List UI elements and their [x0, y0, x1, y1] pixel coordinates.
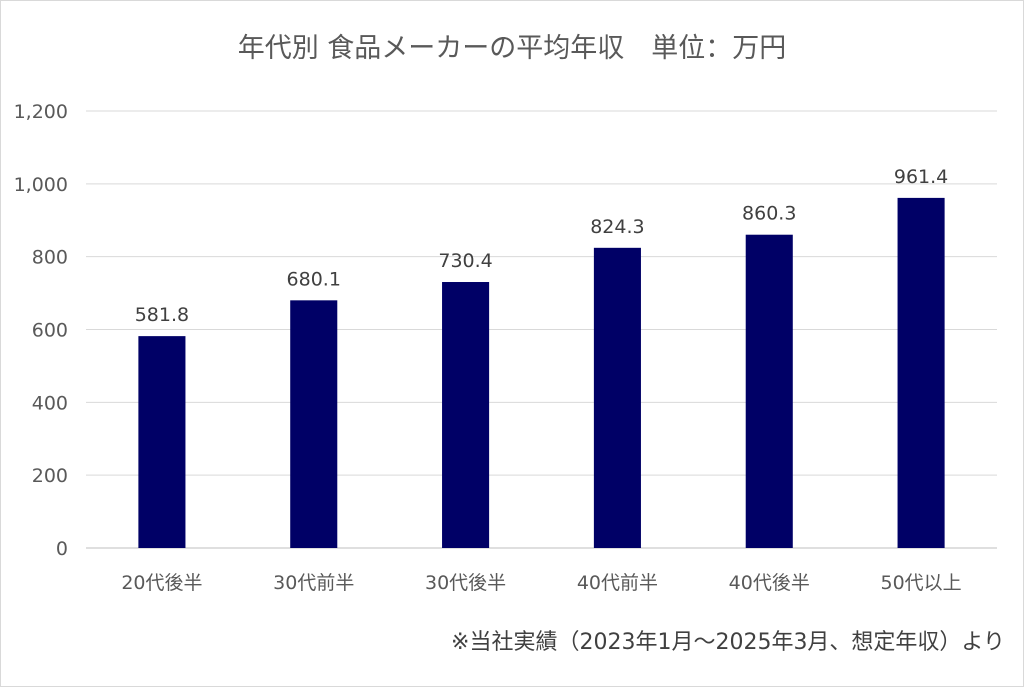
bar-40代後半 — [745, 234, 793, 549]
data-label-40代前半: 824.3 — [590, 216, 644, 238]
bar-20代後半 — [138, 336, 186, 548]
y-tick-label-800: 800 — [32, 247, 68, 269]
y-tick-label-200: 200 — [32, 465, 68, 487]
data-label-20代後半: 581.8 — [135, 304, 189, 326]
chart-title: 年代別 食品メーカーの平均年収 単位：万円 — [238, 33, 787, 64]
category-label-30代前半: 30代前半 — [273, 572, 354, 594]
data-labels: 581.8 680.1 730.4 824.3 860.3 961.4 — [135, 166, 949, 326]
y-tick-label-400: 400 — [32, 392, 68, 414]
data-label-30代後半: 730.4 — [438, 250, 492, 272]
x-axis-category-labels: 20代後半 30代前半 30代後半 40代前半 40代後半 50代以上 — [121, 572, 961, 594]
y-tick-label-1000: 1,000 — [14, 174, 68, 196]
y-axis-tick-labels: 0 200 400 600 800 1,000 1,200 — [14, 101, 68, 560]
footnote: ※当社実績（2023年1月～2025年3月、想定年収）より — [451, 630, 1005, 655]
category-label-40代前半: 40代前半 — [577, 572, 658, 594]
y-tick-label-600: 600 — [32, 320, 68, 342]
data-label-30代前半: 680.1 — [287, 268, 341, 290]
bar-30代後半 — [442, 282, 490, 548]
bar-40代前半 — [593, 247, 641, 548]
category-label-50代以上: 50代以上 — [880, 572, 961, 594]
gridlines — [86, 110, 997, 549]
data-label-50代以上: 961.4 — [894, 166, 948, 188]
category-label-40代後半: 40代後半 — [729, 572, 810, 594]
bars — [138, 197, 945, 549]
data-label-40代後半: 860.3 — [742, 203, 796, 225]
category-label-20代後半: 20代後半 — [121, 572, 202, 594]
y-tick-label-0: 0 — [56, 538, 68, 560]
bar-50代以上 — [897, 197, 945, 548]
y-tick-label-1200: 1,200 — [14, 101, 68, 123]
category-label-30代後半: 30代後半 — [425, 572, 506, 594]
bar-30代前半 — [290, 300, 338, 548]
